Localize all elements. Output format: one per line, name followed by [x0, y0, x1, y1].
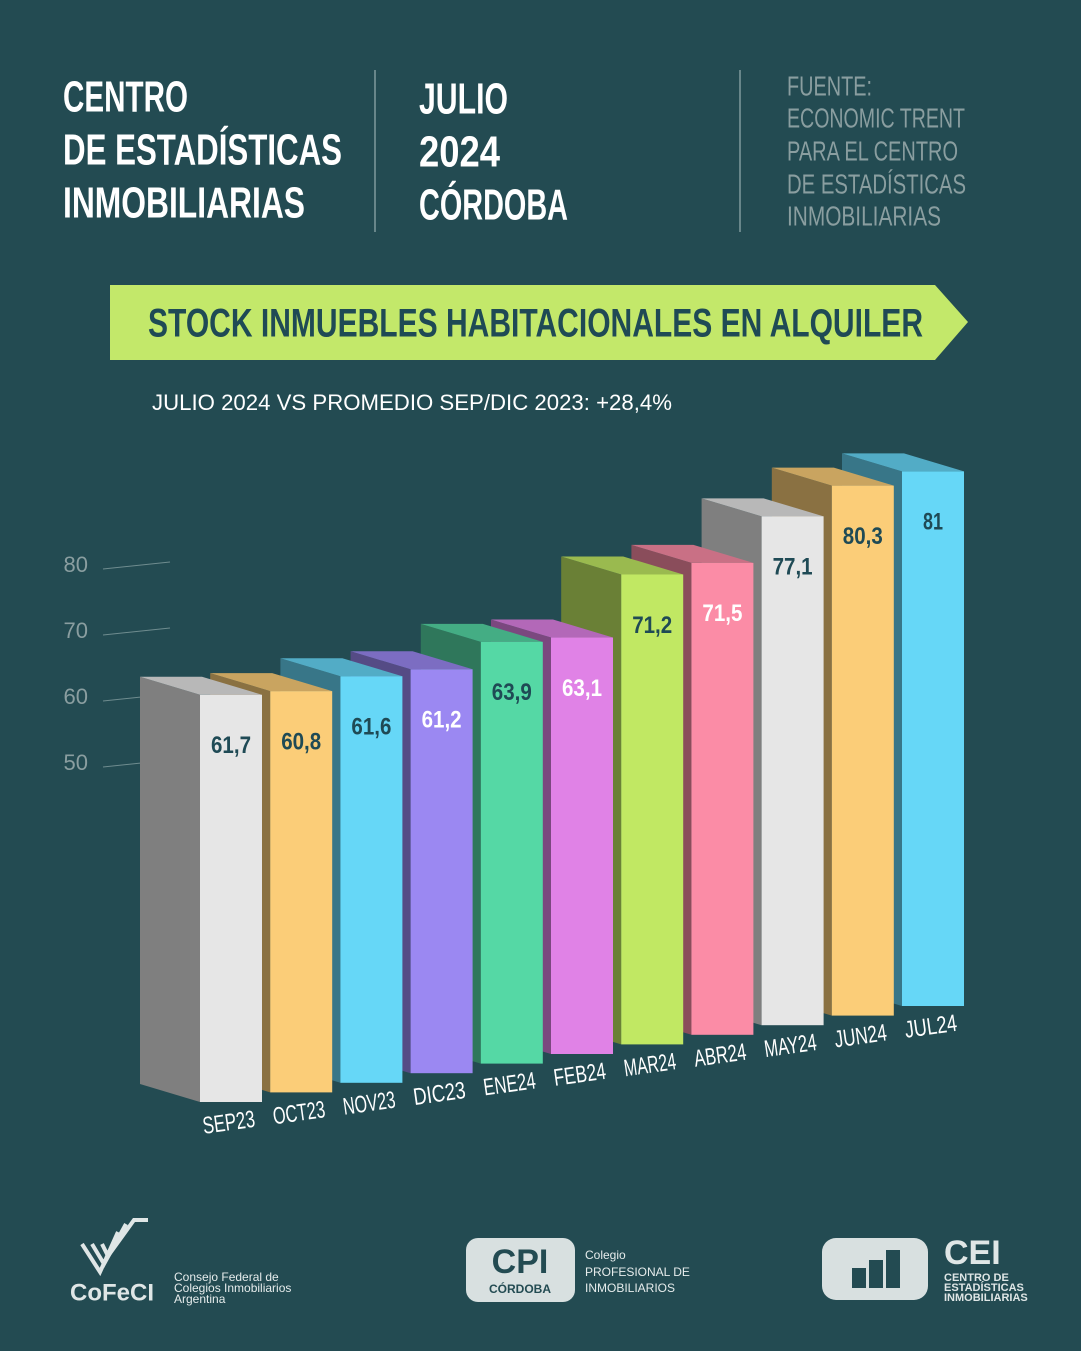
value-label: 71,5 — [702, 600, 742, 627]
logo-name: CEI — [944, 1234, 1001, 1272]
header-left-line: INMOBILIARIAS — [63, 179, 305, 228]
bar-top — [561, 556, 684, 575]
bar-top — [491, 619, 613, 638]
value-label: 61,2 — [422, 707, 462, 734]
value-label: 60,8 — [281, 728, 321, 755]
logo-text: Argentina — [174, 1292, 226, 1306]
source-line: FUENTE: — [787, 70, 872, 101]
header-left-line: DE ESTADÍSTICAS — [63, 125, 342, 175]
logo-text: PROFESIONAL DE — [585, 1265, 690, 1279]
value-label: 61,6 — [351, 714, 391, 741]
cei-logo: CEI CENTRO DE ESTADÍSTICAS INMOBILIARIAS — [822, 1234, 1028, 1304]
logo-icon — [852, 1268, 866, 1288]
bar-top — [701, 498, 824, 517]
y-tick-label: 60 — [64, 684, 88, 709]
logo-text: Consejo Federal de — [174, 1270, 279, 1284]
cpi-logo: CPI CÓRDOBA Colegio PROFESIONAL DE INMOB… — [466, 1238, 690, 1302]
value-label: 71,2 — [632, 612, 672, 639]
y-tick-label: 80 — [64, 552, 88, 577]
tick-line — [102, 561, 171, 570]
y-tick-label: 50 — [64, 750, 88, 775]
title-banner — [110, 285, 968, 360]
logo-icon — [886, 1250, 900, 1288]
chart-title: STOCK INMUEBLES HABITACIONALES EN ALQUIL… — [148, 302, 923, 346]
bar-side — [140, 676, 200, 1102]
logo-name: CoFeCI — [70, 1279, 154, 1306]
bar — [480, 641, 543, 1064]
header-left-line: CENTRO — [63, 73, 188, 122]
chart-subtitle: JULIO 2024 VS PROMEDIO SEP/DIC 2023: +28… — [152, 390, 672, 415]
bar — [340, 676, 403, 1083]
bar — [200, 694, 262, 1102]
tick-line — [102, 627, 171, 636]
logo-text: ESTADÍSTICAS — [944, 1281, 1024, 1294]
value-label: 80,3 — [843, 523, 883, 550]
logo-text: Colegio — [585, 1248, 626, 1262]
source-line: PARA EL CENTRO — [787, 135, 958, 166]
header-middle-line: CÓRDOBA — [419, 180, 568, 230]
bar — [270, 691, 333, 1093]
logo-name: CPI — [492, 1243, 549, 1281]
bar — [902, 471, 964, 1006]
logo-icon — [869, 1260, 883, 1288]
logo-text: INMOBILIARIOS — [585, 1281, 675, 1295]
y-tick-label: 70 — [64, 618, 88, 643]
bar — [761, 516, 824, 1026]
bar — [831, 485, 894, 1016]
value-label: 77,1 — [773, 554, 813, 581]
value-label: 61,7 — [211, 732, 251, 759]
bar-top — [350, 651, 473, 670]
header-middle-line: 2024 — [419, 128, 500, 177]
logo-icon — [90, 1223, 128, 1269]
logo-text: CENTRO DE — [944, 1272, 1009, 1284]
source-line: INMOBILIARIAS — [787, 200, 941, 231]
bar — [691, 562, 754, 1035]
bar-top — [280, 658, 403, 677]
bar-top — [771, 467, 894, 486]
bar — [621, 574, 684, 1045]
logo-text: INMOBILIARIAS — [944, 1292, 1028, 1304]
bar-top — [420, 623, 543, 642]
logo-icon — [100, 1218, 148, 1260]
value-label: 63,9 — [492, 679, 532, 706]
bar — [410, 669, 473, 1074]
bar — [551, 637, 613, 1054]
bar-top — [842, 453, 964, 472]
logo-text: Colegios Inmobiliarios — [174, 1281, 291, 1295]
value-label: 63,1 — [562, 675, 602, 702]
bar-top — [140, 676, 262, 695]
bar-top — [631, 544, 754, 563]
bar-top — [210, 673, 333, 692]
logo-box — [466, 1238, 575, 1302]
logo-sub: CÓRDOBA — [489, 1281, 551, 1296]
cofeci-logo: CoFeCI Consejo Federal de Colegios Inmob… — [70, 1218, 291, 1306]
value-label: 81 — [923, 509, 943, 536]
source-line: ECONOMIC TRENT — [787, 102, 965, 133]
source-line: DE ESTADÍSTICAS — [787, 168, 966, 199]
header-middle-line: JULIO — [419, 75, 508, 124]
